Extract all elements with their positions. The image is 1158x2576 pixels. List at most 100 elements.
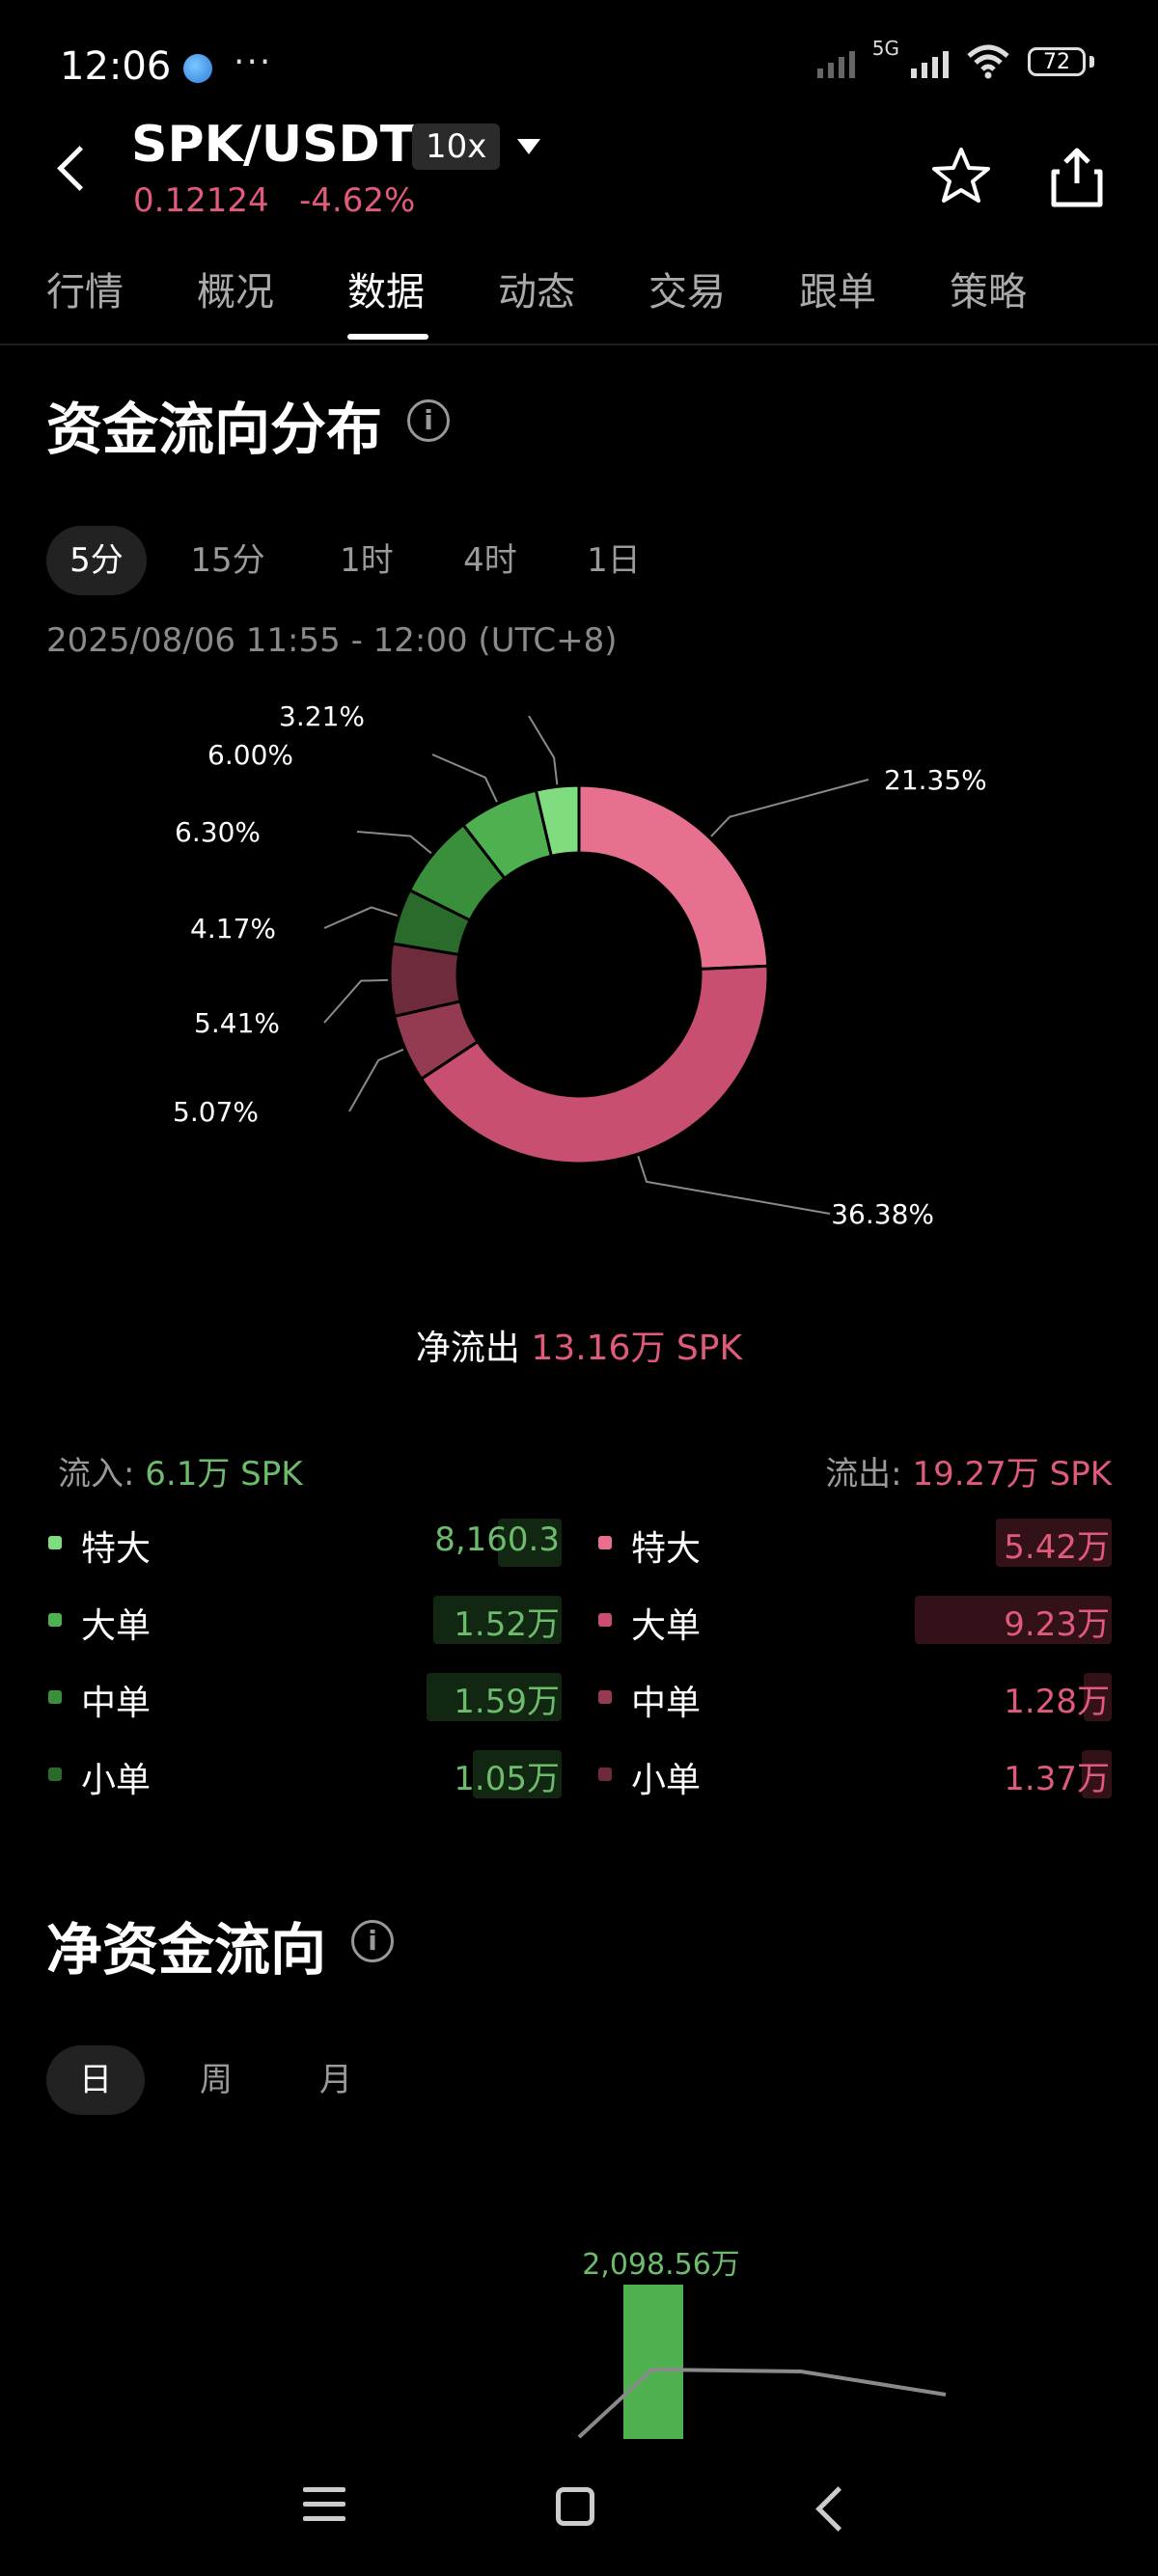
bar-value-label: 2,098.56万 [582, 2248, 740, 2282]
price-change: -4.62% [299, 181, 416, 220]
tab-data[interactable]: 数据 [347, 270, 425, 315]
net-flow-trend-line [577, 2367, 947, 2439]
legend-value-bar [996, 1519, 1112, 1567]
net-flow-row: 净流出 13.16万 SPK [0, 1320, 1158, 1370]
status-time: 12:06 [60, 44, 172, 89]
slice-percent-label: 5.07% [173, 1096, 259, 1128]
battery-icon: 72 [1028, 47, 1086, 76]
interval-4h[interactable]: 4时 [463, 541, 517, 580]
app-notification-icon [183, 54, 212, 83]
outflow-label: 流出: [825, 1455, 902, 1494]
leader-line [431, 754, 498, 803]
inflow-item-name: 特大 [81, 1529, 152, 1569]
tab-overview[interactable]: 概况 [197, 270, 274, 315]
inflow-item-value: 1.05万 [454, 1760, 560, 1798]
legend-value-bar [1082, 1750, 1112, 1798]
slice-percent-label: 5.41% [194, 1007, 280, 1039]
leader-line [356, 831, 432, 855]
signal-sim2-icon [911, 45, 949, 78]
tab-copy-trading[interactable]: 跟单 [799, 270, 876, 315]
net-section-title: 净资金流向 [46, 1917, 327, 1983]
interval-1d[interactable]: 1日 [587, 541, 641, 580]
outflow-item-value: 9.23万 [1004, 1605, 1110, 1644]
legend-value-bar [473, 1750, 562, 1798]
legend-color-dot [48, 1768, 62, 1781]
inflow-item-value: 1.52万 [454, 1605, 560, 1644]
legend-color-dot [48, 1536, 62, 1549]
outflow-item-value: 1.28万 [1004, 1683, 1110, 1721]
legend-color-dot [598, 1690, 612, 1704]
period-month[interactable]: 月 [319, 2061, 352, 2099]
outflow-value: 19.27万 SPK [912, 1455, 1112, 1494]
back-arrow-icon[interactable] [57, 146, 102, 191]
donut-slice [534, 783, 581, 859]
inflow-item-value: 8,160.3 [434, 1521, 560, 1559]
donut-slice [577, 783, 770, 971]
inflow-summary: 流入: 6.1万 SPK [58, 1447, 303, 1494]
slice-percent-label: 6.00% [207, 739, 293, 771]
legend-color-dot [598, 1768, 612, 1781]
slice-percent-label: 3.21% [279, 700, 365, 732]
favorite-star-icon[interactable] [930, 145, 992, 206]
share-icon[interactable] [1048, 145, 1106, 208]
leader-line [323, 978, 389, 1024]
net-flow-value: 13.16万 SPK [531, 1329, 743, 1368]
inflow-item-name: 中单 [81, 1684, 152, 1723]
tab-trade[interactable]: 交易 [648, 270, 726, 315]
period-day[interactable]: 日 [46, 2045, 145, 2115]
divider [0, 343, 1158, 345]
tab-news[interactable]: 动态 [498, 270, 575, 315]
slice-percent-label: 21.35% [884, 764, 987, 796]
leverage-badge[interactable]: 10x [412, 123, 501, 170]
leader-line [710, 779, 869, 837]
leader-line [348, 1048, 404, 1112]
interval-1h[interactable]: 1时 [340, 541, 394, 580]
time-range: 2025/08/06 11:55 - 12:00 (UTC+8) [46, 621, 618, 660]
pair-dropdown-icon[interactable] [517, 139, 540, 154]
flow-section-title: 资金流向分布 [46, 397, 383, 462]
tab-bar: 行情 概况 数据 动态 交易 跟单 策略 [0, 260, 1158, 343]
inflow-item-value: 1.59万 [454, 1683, 560, 1721]
nav-back-icon[interactable] [815, 2486, 861, 2532]
leader-line [637, 1155, 831, 1215]
nav-menu-icon[interactable] [303, 2487, 345, 2531]
leader-line [323, 906, 398, 929]
net-flow-bar [623, 2285, 683, 2439]
info-icon[interactable]: i [407, 399, 450, 442]
slice-percent-label: 36.38% [831, 1198, 934, 1230]
wifi-icon [967, 44, 1009, 79]
period-week[interactable]: 周 [200, 2061, 233, 2099]
status-indicators: 5G 72 [816, 37, 1094, 79]
legend-value-bar [433, 1596, 562, 1644]
outflow-item-name: 大单 [631, 1606, 702, 1646]
legend-value-bar [427, 1673, 562, 1721]
interval-15m[interactable]: 15分 [190, 541, 265, 580]
legend-value-bar [1084, 1673, 1112, 1721]
outflow-item-name: 小单 [631, 1761, 702, 1800]
slice-percent-label: 4.17% [190, 913, 276, 945]
tab-market[interactable]: 行情 [46, 270, 124, 315]
outflow-summary: 流出: 19.27万 SPK [825, 1447, 1112, 1494]
tab-strategy[interactable]: 策略 [950, 270, 1027, 315]
inflow-value: 6.1万 SPK [145, 1455, 303, 1494]
nav-home-icon[interactable] [556, 2487, 594, 2526]
outflow-item-value: 1.37万 [1004, 1760, 1110, 1798]
legend-value-bar [498, 1519, 562, 1567]
net-flow-bar-chart [577, 2285, 947, 2439]
interval-5m[interactable]: 5分 [46, 526, 147, 595]
donut-slice [419, 964, 770, 1165]
network-type: 5G [871, 37, 899, 60]
legend-color-dot [48, 1613, 62, 1627]
net-flow-label: 净流出 [415, 1329, 520, 1368]
flow-donut-chart: 21.35% 36.38% 5.07% 5.41% 4.17% 6.30% 6.00% 3.2… [173, 700, 987, 1230]
trading-pair[interactable]: SPK/USDT [131, 116, 415, 174]
outflow-item-name: 特大 [631, 1529, 702, 1569]
inflow-item-name: 大单 [81, 1606, 152, 1646]
leader-line [528, 715, 559, 785]
outflow-item-name: 中单 [631, 1684, 702, 1723]
legend-color-dot [48, 1690, 62, 1704]
info-icon[interactable]: i [351, 1920, 394, 1962]
last-price: 0.12124 [133, 181, 269, 220]
active-tab-indicator [347, 334, 428, 340]
legend-color-dot [598, 1536, 612, 1549]
